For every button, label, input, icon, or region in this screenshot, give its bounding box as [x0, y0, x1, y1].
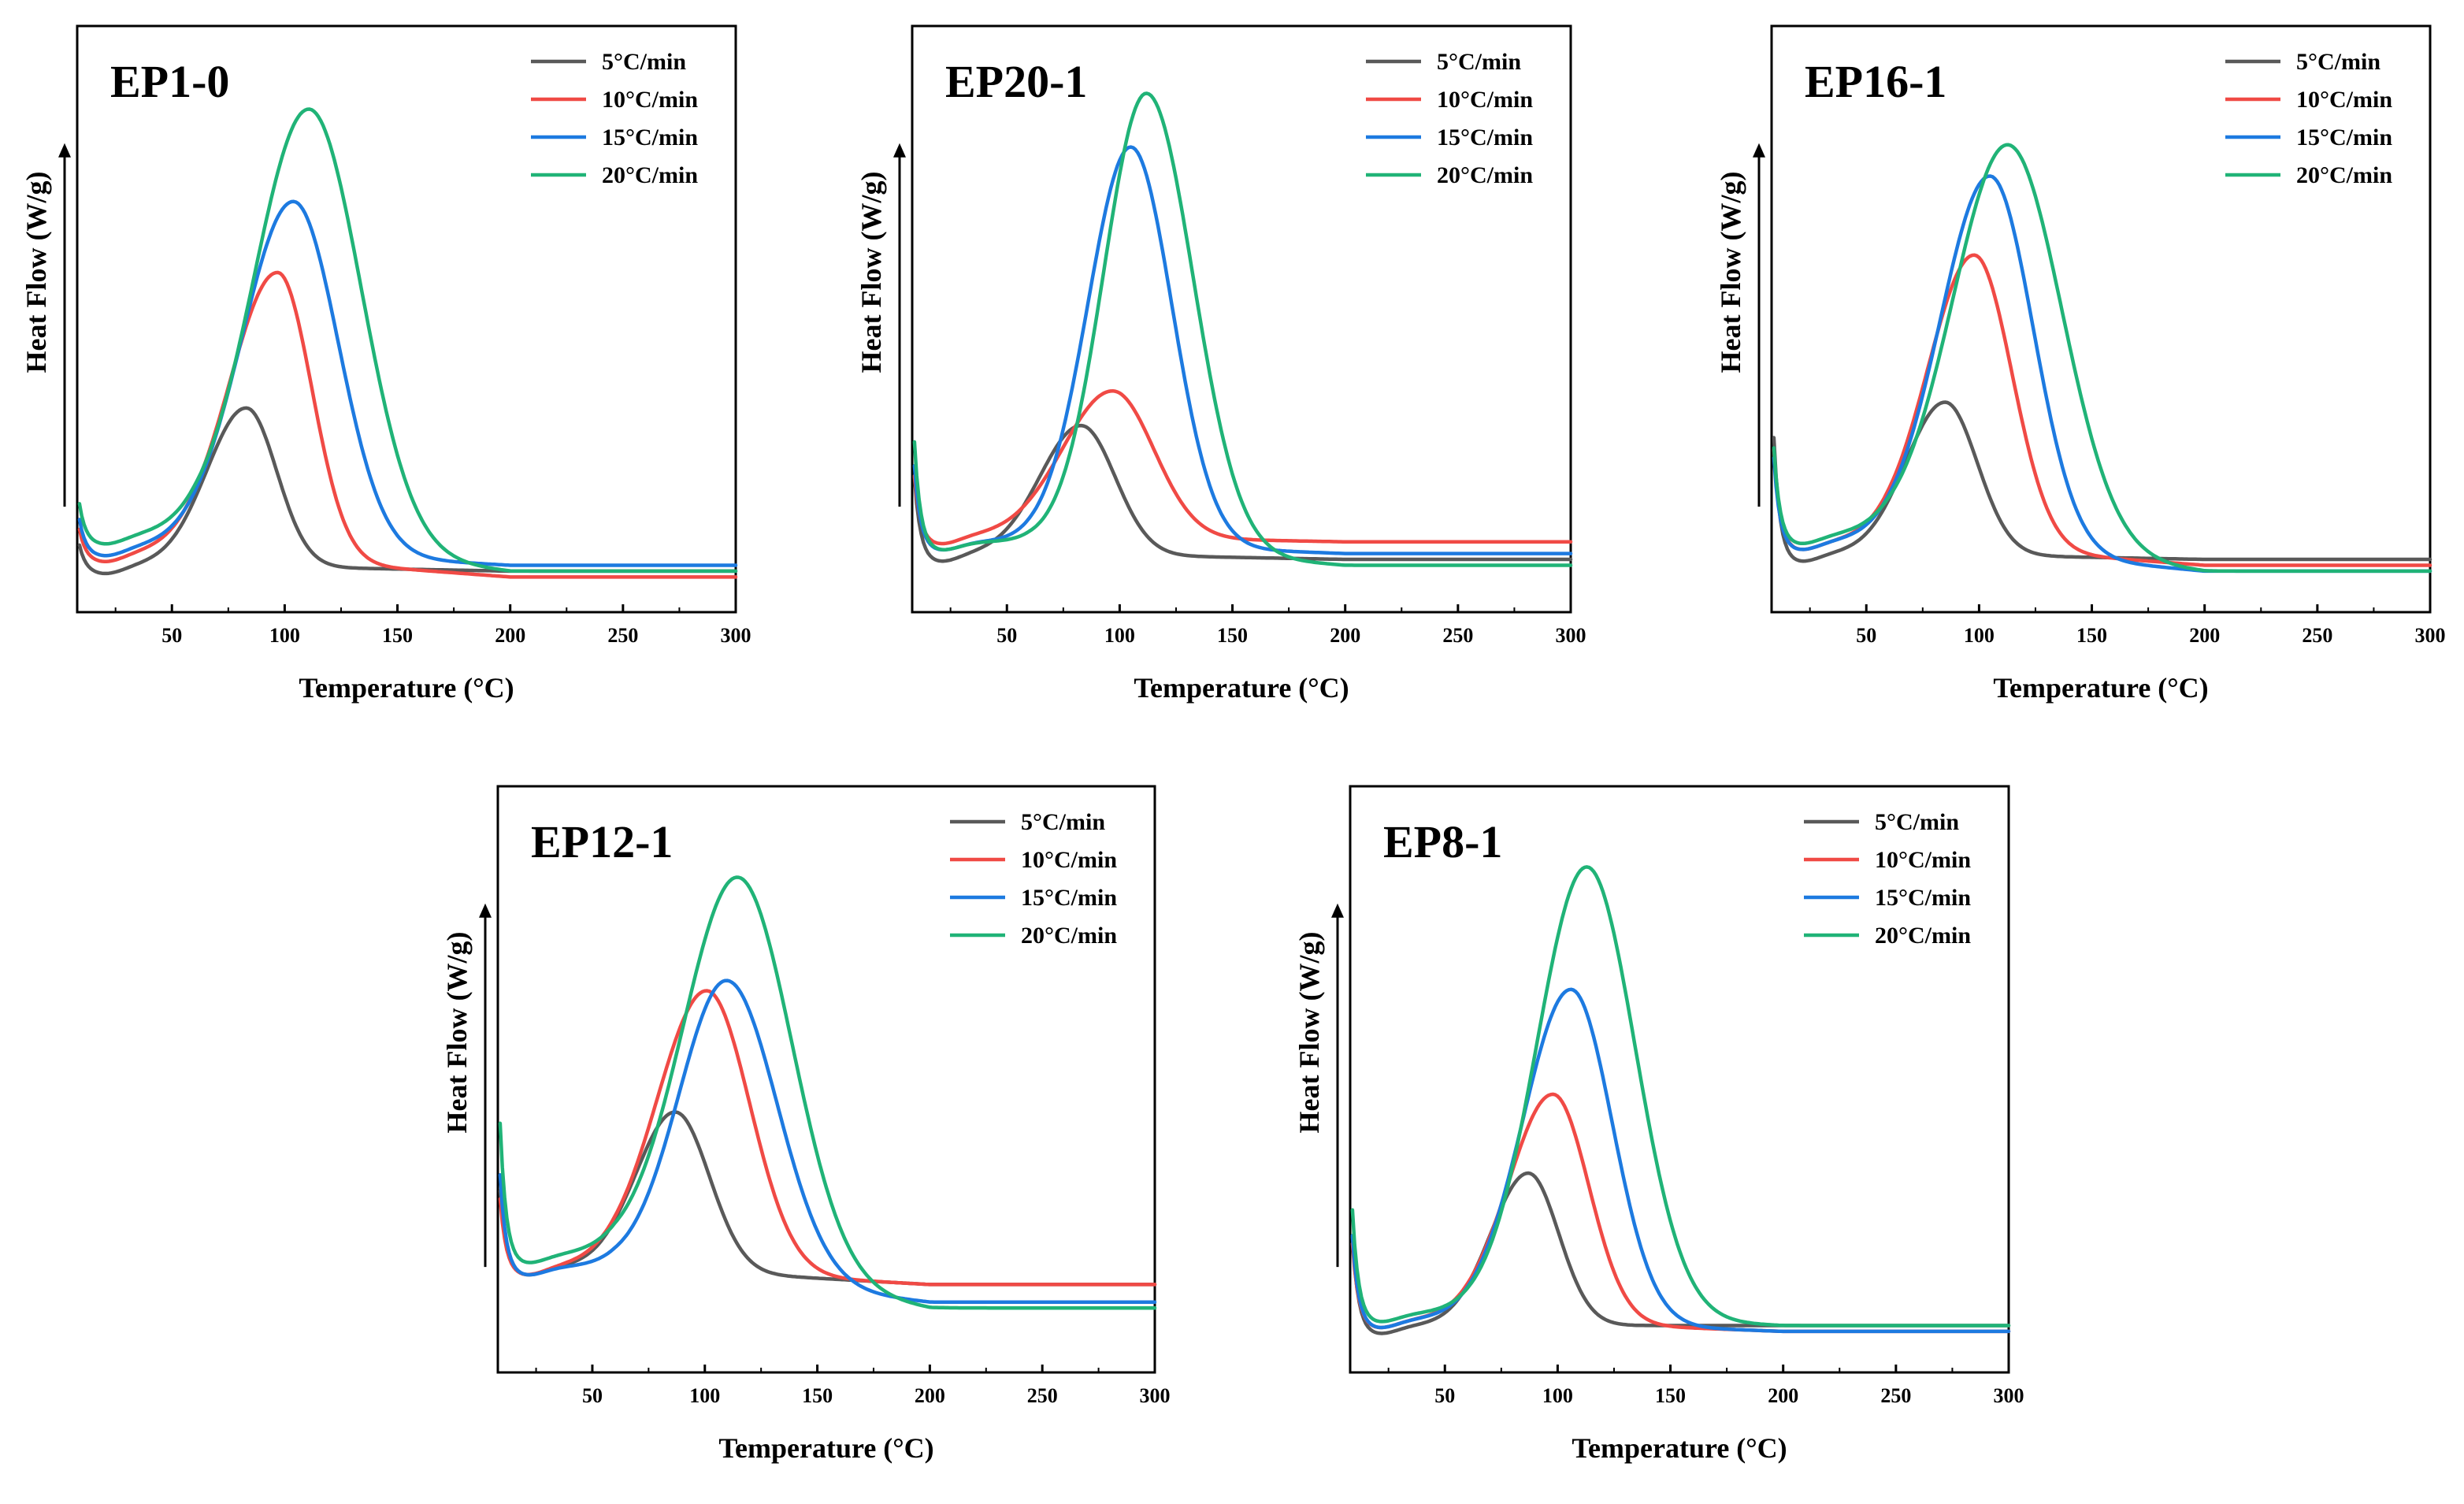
panel-title: EP1-0: [110, 56, 229, 107]
legend-label: 15°C/min: [602, 124, 698, 150]
plot-frame: [496, 785, 1156, 1374]
series-line-2: [1350, 1092, 2011, 1334]
chart-panel-5: 50 100 150 200 250 300 Temperature (°C) Heat Fl…: [1293, 785, 2024, 1464]
legend-label: 20°C/min: [1875, 923, 1971, 949]
plot-frame: [911, 24, 1572, 614]
x-tick-label: 100: [269, 624, 300, 647]
x-tick-label: 50: [1856, 624, 1876, 647]
legend-label: 15°C/min: [1021, 885, 1117, 911]
legend-label: 5°C/min: [2296, 49, 2381, 75]
series-line-2: [498, 989, 1157, 1287]
y-arrow-icon: [1331, 903, 1344, 918]
x-axis-title: Temperature (°C): [299, 672, 514, 704]
legend-label: 5°C/min: [1021, 809, 1105, 835]
x-tick-label: 250: [1027, 1384, 1058, 1407]
y-arrow-icon: [893, 143, 906, 158]
x-tick-label: 250: [1880, 1384, 1911, 1407]
series-line-4: [77, 107, 738, 574]
plot-frame: [1770, 24, 2432, 614]
series-line-4: [912, 91, 1573, 567]
series-line-4: [1350, 865, 2011, 1328]
panel-title: EP20-1: [945, 56, 1087, 107]
legend-label: 15°C/min: [2296, 124, 2392, 150]
legend-label: 10°C/min: [1875, 847, 1971, 873]
series-line-3: [77, 199, 738, 567]
x-tick-label: 50: [1434, 1384, 1455, 1407]
panel-title: EP16-1: [1805, 56, 1946, 107]
y-arrow-icon: [1753, 143, 1765, 158]
x-tick-label: 300: [1994, 1384, 2024, 1407]
chart-panel-4: 50 100 150 200 250 300 Temperature (°C) Heat Fl…: [441, 785, 1171, 1464]
y-axis-title: Heat Flow (W/g): [20, 172, 52, 373]
series-line-1: [1772, 400, 2432, 563]
x-tick-label: 250: [607, 624, 638, 647]
chart-panel-1: 50 100 150 200 250 300 Temperature (°C) Heat Fl…: [20, 24, 751, 704]
x-tick-label: 200: [1768, 1384, 1798, 1407]
legend-label: 5°C/min: [602, 49, 686, 75]
y-axis-title: Heat Flow (W/g): [441, 932, 473, 1134]
series-line-3: [498, 979, 1157, 1304]
x-axis-title: Temperature (°C): [1134, 672, 1349, 704]
chart-panel-2: 50 100 150 200 250 300 Temperature (°C) Heat Fl…: [855, 24, 1586, 704]
legend-label: 10°C/min: [1021, 847, 1117, 873]
x-tick-label: 100: [1104, 624, 1135, 647]
series-line-3: [1350, 987, 2011, 1334]
legend-label: 20°C/min: [602, 162, 698, 188]
x-tick-label: 300: [721, 624, 751, 647]
chart-panel-3: 50 100 150 200 250 300 Temperature (°C) Heat Fl…: [1715, 24, 2446, 704]
y-arrow-icon: [479, 903, 492, 918]
y-arrow-icon: [58, 143, 71, 158]
legend-label: 20°C/min: [1021, 923, 1117, 949]
x-tick-label: 300: [1140, 1384, 1171, 1407]
y-axis-title: Heat Flow (W/g): [1715, 172, 1746, 373]
x-tick-label: 300: [2415, 624, 2446, 647]
x-tick-label: 250: [1442, 624, 1473, 647]
x-tick-label: 150: [2076, 624, 2107, 647]
x-tick-label: 50: [996, 624, 1017, 647]
x-tick-label: 150: [1217, 624, 1248, 647]
plot-frame: [76, 24, 737, 614]
legend-label: 10°C/min: [1437, 87, 1533, 113]
x-tick-label: 250: [2302, 624, 2332, 647]
legend-label: 5°C/min: [1437, 49, 1521, 75]
y-axis-title: Heat Flow (W/g): [1293, 932, 1325, 1134]
x-axis-title: Temperature (°C): [1993, 672, 2208, 704]
x-tick-label: 100: [1542, 1384, 1573, 1407]
x-tick-label: 50: [582, 1384, 603, 1407]
x-tick-label: 150: [382, 624, 413, 647]
x-tick-label: 100: [1964, 624, 1995, 647]
series-line-3: [912, 145, 1573, 555]
x-tick-label: 200: [915, 1384, 945, 1407]
legend-label: 20°C/min: [2296, 162, 2392, 188]
x-axis-title: Temperature (°C): [718, 1432, 933, 1464]
x-tick-label: 200: [2189, 624, 2220, 647]
legend-label: 15°C/min: [1437, 124, 1533, 150]
panel-title: EP12-1: [531, 816, 673, 867]
series-line-2: [1772, 253, 2432, 567]
series-line-4: [1772, 143, 2432, 574]
legend-label: 10°C/min: [2296, 87, 2392, 113]
legend-label: 10°C/min: [602, 87, 698, 113]
x-tick-label: 100: [689, 1384, 720, 1407]
series-line-3: [1772, 174, 2432, 574]
legend-label: 5°C/min: [1875, 809, 1959, 835]
y-axis-title: Heat Flow (W/g): [855, 172, 887, 373]
legend-label: 15°C/min: [1875, 885, 1971, 911]
x-tick-label: 300: [1556, 624, 1586, 647]
panel-title: EP8-1: [1383, 816, 1502, 867]
x-tick-label: 50: [161, 624, 182, 647]
x-tick-label: 200: [495, 624, 525, 647]
plot-frame: [1349, 785, 2010, 1374]
x-axis-title: Temperature (°C): [1572, 1432, 1787, 1464]
x-tick-label: 150: [1655, 1384, 1686, 1407]
x-tick-label: 200: [1330, 624, 1360, 647]
series-line-4: [498, 875, 1157, 1310]
x-tick-label: 150: [802, 1384, 833, 1407]
legend-label: 20°C/min: [1437, 162, 1533, 188]
